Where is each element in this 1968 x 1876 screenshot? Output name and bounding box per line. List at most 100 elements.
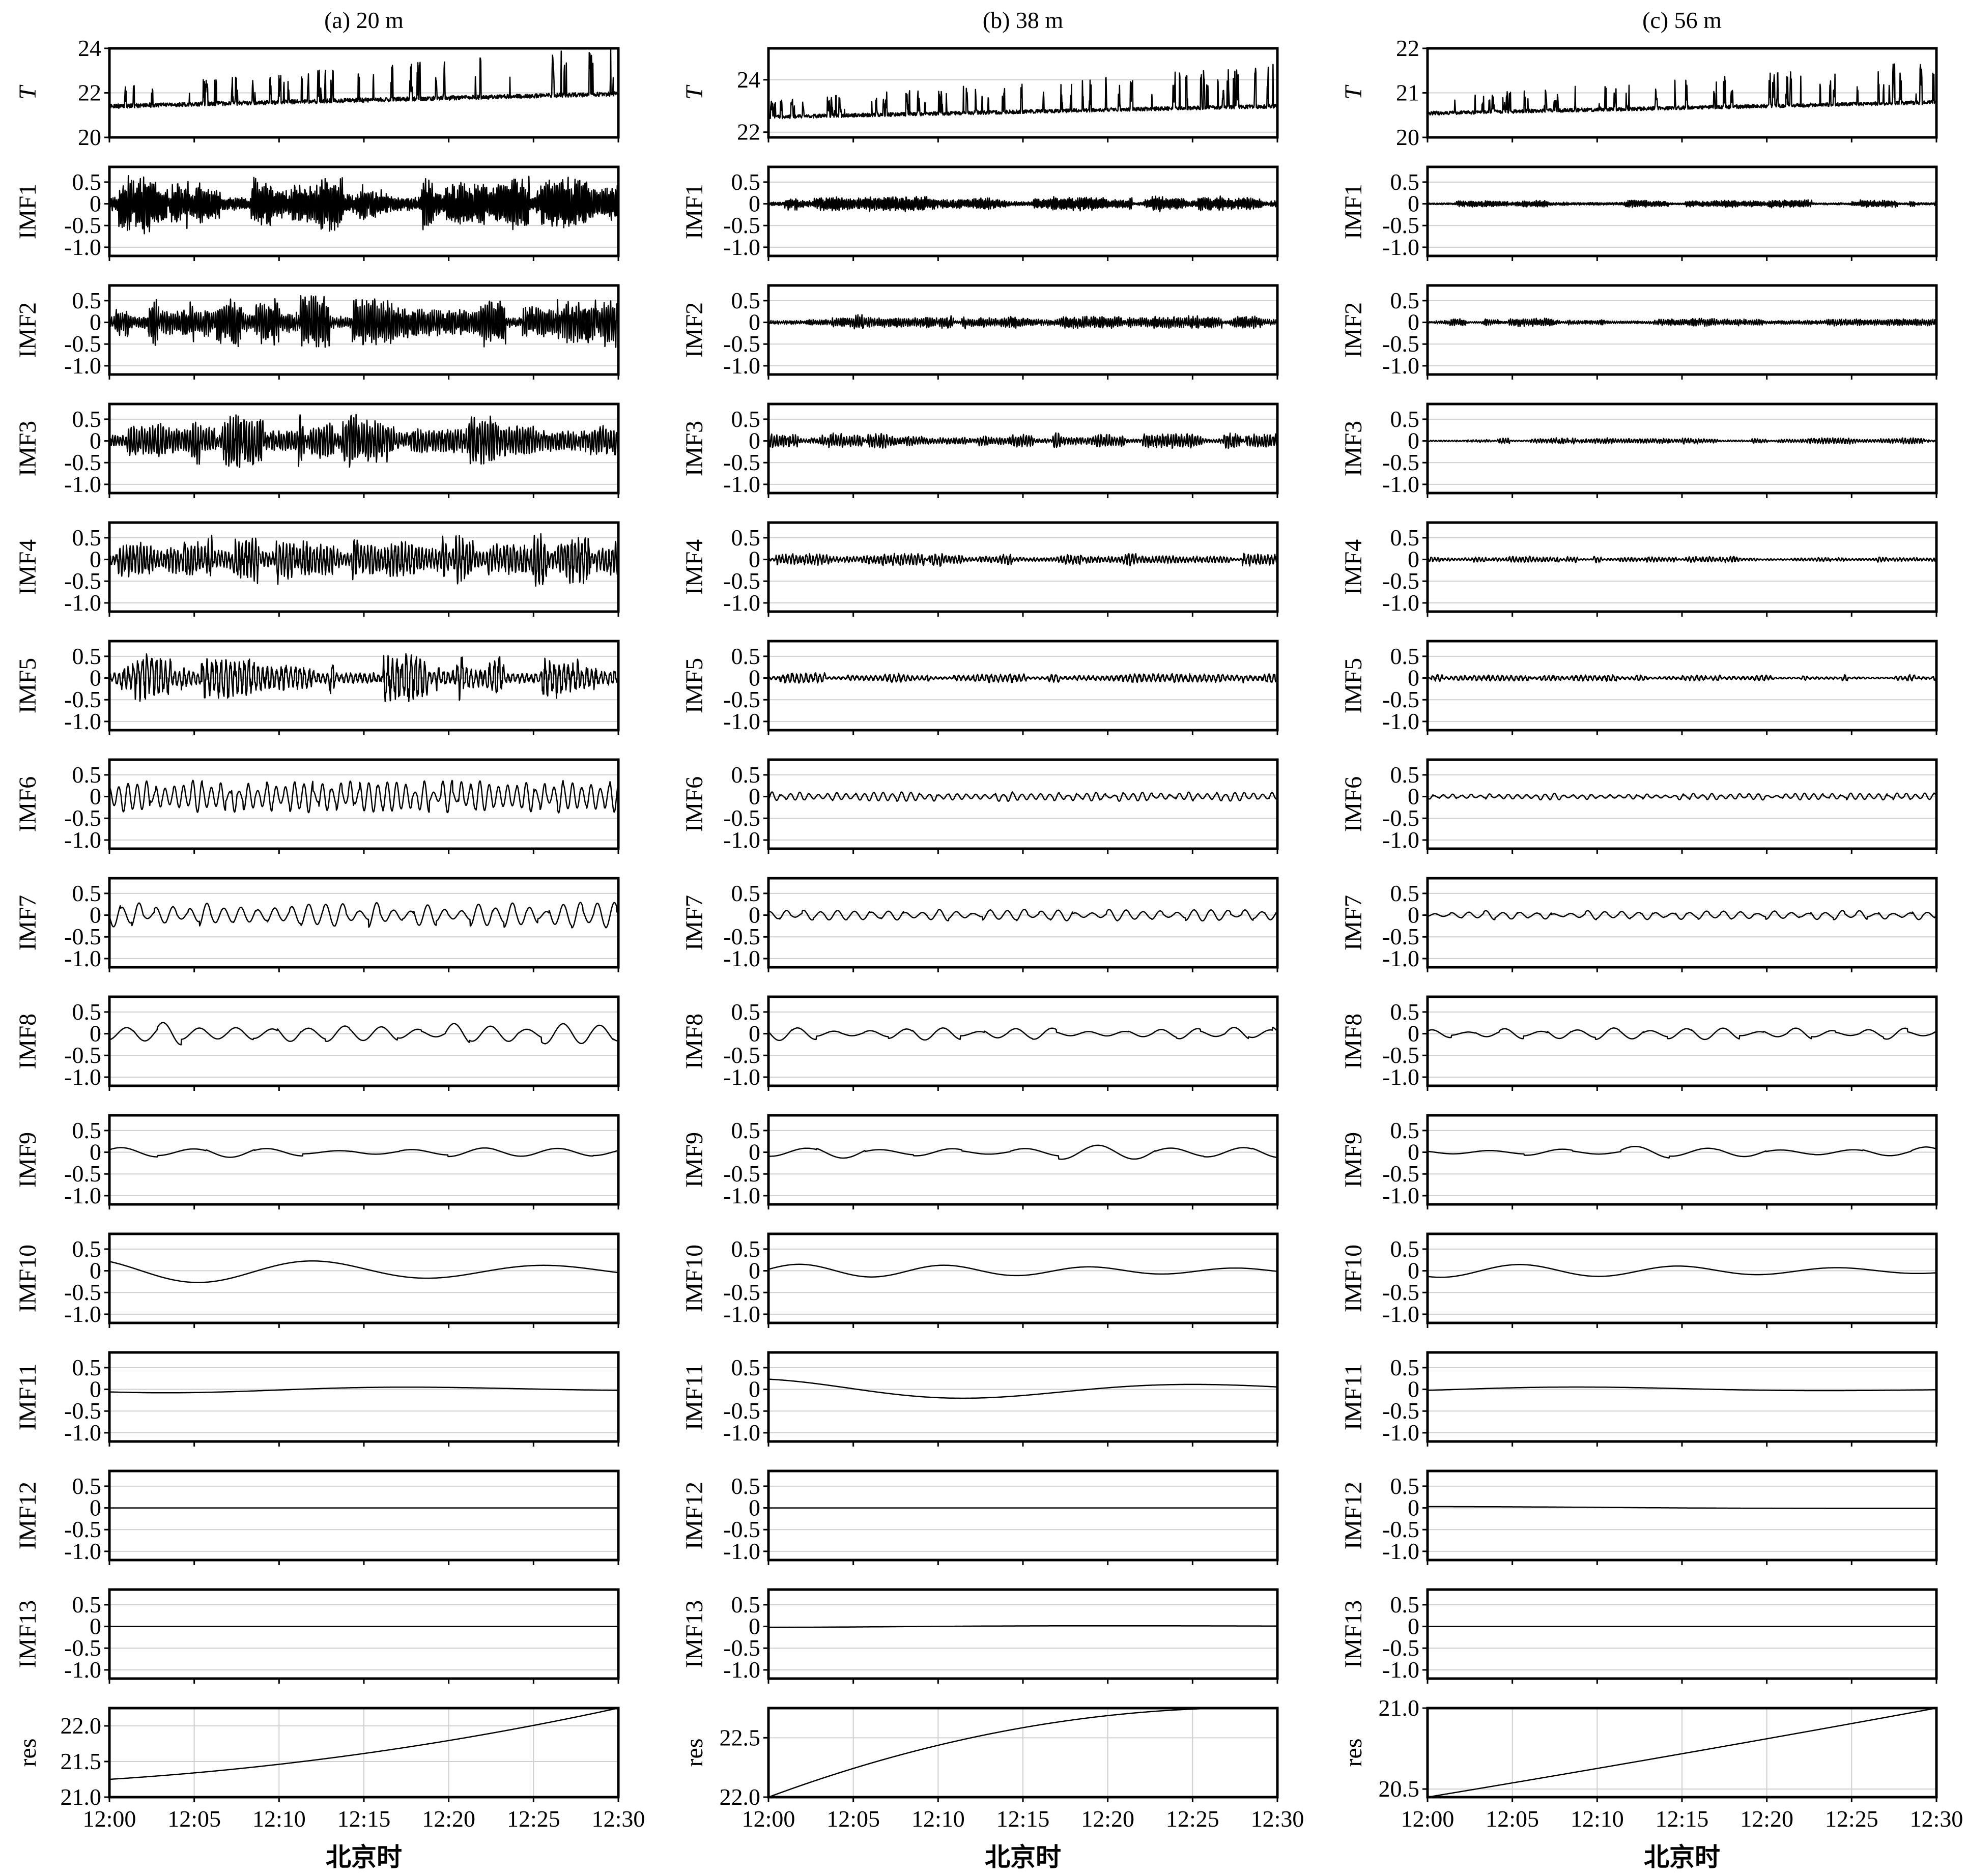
y-tick-label: -0.5 xyxy=(1382,1398,1419,1424)
panel-imf2: 0.50-0.5-1.0 IMF2 xyxy=(14,284,620,380)
panel-imf11: 0.50-0.5-1.0 IMF11 xyxy=(1340,1351,1938,1447)
panel-ylabel: IMF9 xyxy=(1340,1132,1367,1188)
series-line-imf10 xyxy=(109,1260,619,1283)
panel-ylabel: IMF11 xyxy=(681,1364,708,1431)
y-tick-label: 0 xyxy=(749,1376,760,1402)
series-line-imf9 xyxy=(1427,1145,1937,1159)
panel-imf13: 0.50-0.5-1.0 IMF13 xyxy=(1340,1588,1938,1684)
y-tick-label: -0.5 xyxy=(1382,1516,1419,1542)
y-tick-label: -0.5 xyxy=(723,1161,760,1187)
y-tick-label: -1.0 xyxy=(1382,353,1419,379)
y-tick-label: -1.0 xyxy=(1382,1538,1419,1564)
panel-frame xyxy=(1426,1588,1938,1680)
y-tick-label: 0 xyxy=(90,1495,101,1521)
series-line-imf7 xyxy=(768,909,1278,922)
panel-frame xyxy=(108,1469,620,1562)
panel-frame xyxy=(767,165,1279,257)
y-tick-label: 0 xyxy=(90,428,101,454)
panel-t: 20 22 24 T xyxy=(14,35,620,150)
y-tick-label: -1.0 xyxy=(64,1538,101,1564)
panel-res: 21.0 21.5 22.0 res 12:00 12:05 12:10 12:15 12:20… xyxy=(14,1707,645,1872)
panel-ylabel: IMF6 xyxy=(14,776,41,832)
y-tick-label: -1.0 xyxy=(64,708,101,734)
panel-imf9: 0.50-0.5-1.0 IMF9 xyxy=(1340,1114,1938,1209)
x-tick-label: 12:10 xyxy=(911,1806,965,1832)
column-title: (b) 38 m xyxy=(983,7,1064,33)
panel-imf7: 0.50-0.5-1.0 IMF7 xyxy=(1340,877,1938,972)
series-line-imf3 xyxy=(1427,437,1937,445)
panel-imf2: 0.50-0.5-1.0 IMF2 xyxy=(1340,284,1938,380)
y-tick-label: 0 xyxy=(749,309,760,335)
chart-column-2: (b) 38 m2224T0.50-0.5-1.0IMF10.50-0.5-1.… xyxy=(681,7,1304,1872)
panel-imf8: 0.50-0.5-1.0 IMF8 xyxy=(14,995,620,1091)
y-tick-label: -0.5 xyxy=(1382,805,1419,831)
y-tick-label: 0 xyxy=(1408,428,1419,454)
y-tick-label: -0.5 xyxy=(1382,212,1419,238)
y-tick-label: 0.5 xyxy=(72,880,102,906)
y-tick-label: -0.5 xyxy=(723,923,760,949)
y-tick-label: 0 xyxy=(1408,1613,1419,1639)
panel-ylabel: IMF1 xyxy=(681,184,708,239)
series-line-imf10 xyxy=(1427,1264,1937,1278)
x-tick-label: 12:00 xyxy=(1401,1806,1454,1832)
y-tick-label: -0.5 xyxy=(64,568,101,594)
y-tick-label: 0.5 xyxy=(72,999,102,1025)
panel-imf4: 0.50-0.5-1.0 IMF4 xyxy=(1340,521,1938,617)
y-tick-label: -1.0 xyxy=(64,471,101,497)
panel-frame xyxy=(1426,165,1938,257)
series-line-imf4 xyxy=(767,553,1278,567)
y-tick-label: 21.5 xyxy=(61,1748,102,1774)
panel-ylabel: T xyxy=(681,84,708,100)
y-tick-label: 0 xyxy=(1408,546,1419,572)
y-tick-label: -0.5 xyxy=(64,1042,101,1068)
y-tick-label: 0.5 xyxy=(1390,1473,1420,1499)
x-tick-label: 12:10 xyxy=(252,1806,306,1832)
y-tick-label: 0.5 xyxy=(731,999,761,1025)
y-tick-label: -0.5 xyxy=(723,686,760,712)
x-tick-label: 12:25 xyxy=(1166,1806,1219,1832)
panel-ylabel: IMF12 xyxy=(14,1482,41,1549)
panel-ylabel: IMF5 xyxy=(681,658,708,713)
panel-frame xyxy=(767,402,1279,495)
y-tick-label: 0 xyxy=(90,1613,101,1639)
panel-ylabel: IMF11 xyxy=(1340,1364,1367,1431)
series-line-imf13 xyxy=(768,1625,1278,1628)
x-tick-label: 12:15 xyxy=(996,1806,1050,1832)
y-tick-label: 0 xyxy=(749,784,760,810)
panel-frame xyxy=(1426,640,1938,732)
panel-frame xyxy=(767,284,1279,376)
x-tick-label: 12:10 xyxy=(1571,1806,1624,1832)
series-line-imf8 xyxy=(768,1026,1278,1042)
panel-imf8: 0.50-0.5-1.0 IMF8 xyxy=(1340,995,1938,1091)
panel-frame xyxy=(1426,1232,1938,1324)
y-tick-label: 0 xyxy=(1408,1139,1419,1165)
series-line-imf7 xyxy=(1427,910,1937,920)
y-tick-label: 0 xyxy=(749,1613,760,1639)
panel-ylabel: IMF8 xyxy=(1340,1014,1367,1069)
panel-frame xyxy=(767,758,1279,850)
y-tick-label: 22.0 xyxy=(61,1713,102,1739)
panel-imf6: 0.50-0.5-1.0 IMF6 xyxy=(14,758,620,854)
y-tick-label: -1.0 xyxy=(64,1657,101,1683)
panel-ylabel: T xyxy=(14,84,41,100)
y-tick-label: 0.5 xyxy=(1390,999,1420,1025)
y-tick-label: -0.5 xyxy=(1382,568,1419,594)
y-tick-label: -1.0 xyxy=(1382,1657,1419,1683)
series-line-imf10 xyxy=(768,1263,1278,1278)
panel-imf5: 0.50-0.5-1.0 IMF5 xyxy=(14,640,620,735)
panel-imf10: 0.50-0.5-1.0 IMF10 xyxy=(14,1232,620,1328)
panel-ylabel: IMF1 xyxy=(14,184,41,239)
y-tick-label: 0.5 xyxy=(731,525,761,551)
panel-imf13: 0.50-0.5-1.0 IMF13 xyxy=(14,1588,620,1684)
y-tick-label: -0.5 xyxy=(64,1398,101,1424)
y-tick-label: 0.5 xyxy=(72,406,102,432)
y-tick-label: 0.5 xyxy=(1390,1117,1420,1143)
panel-imf3: 0.50-0.5-1.0 IMF3 xyxy=(681,402,1279,498)
panel-ylabel: IMF3 xyxy=(681,421,708,476)
y-tick-label: 0.5 xyxy=(72,525,102,551)
panel-frame xyxy=(1426,877,1938,969)
x-tick-label: 12:00 xyxy=(742,1806,795,1832)
panel-imf8: 0.50-0.5-1.0 IMF8 xyxy=(681,995,1279,1091)
series-line-imf6 xyxy=(109,780,619,814)
y-tick-label: 0 xyxy=(1408,309,1419,335)
